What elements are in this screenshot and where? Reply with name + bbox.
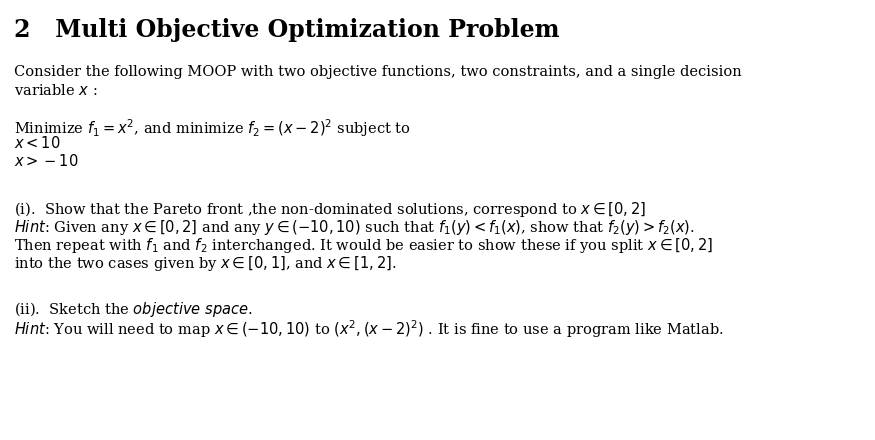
Text: $\mathit{Hint}$: Given any $x \in [0, 2]$ and any $y \in (-10, 10)$ such that $f: $\mathit{Hint}$: Given any $x \in [0, 2]… bbox=[14, 218, 695, 237]
Text: into the two cases given by $x \in [0, 1]$, and $x \in [1, 2]$.: into the two cases given by $x \in [0, 1… bbox=[14, 254, 396, 273]
Text: Consider the following MOOP with two objective functions, two constraints, and a: Consider the following MOOP with two obj… bbox=[14, 65, 742, 79]
Text: (i).  Show that the Pareto front ,the non-dominated solutions, correspond to $x : (i). Show that the Pareto front ,the non… bbox=[14, 200, 646, 219]
Text: $\mathit{Hint}$: You will need to map $x \in (-10, 10)$ to $(x^2, (x-2)^2)$ . It: $\mathit{Hint}$: You will need to map $x… bbox=[14, 318, 724, 340]
Text: Minimize $f_1 = x^2$, and minimize $f_2 = (x-2)^2$ subject to: Minimize $f_1 = x^2$, and minimize $f_2 … bbox=[14, 117, 410, 139]
Text: variable $x$ :: variable $x$ : bbox=[14, 83, 97, 98]
Text: (ii).  Sketch the $\mathit{objective\ space.}$: (ii). Sketch the $\mathit{objective\ spa… bbox=[14, 300, 253, 319]
Text: $x < 10$: $x < 10$ bbox=[14, 135, 60, 151]
Text: Then repeat with $f_1$ and $f_2$ interchanged. It would be easier to show these : Then repeat with $f_1$ and $f_2$ interch… bbox=[14, 236, 713, 255]
Text: 2   Multi Objective Optimization Problem: 2 Multi Objective Optimization Problem bbox=[14, 18, 559, 42]
Text: $x > -10$: $x > -10$ bbox=[14, 153, 79, 169]
